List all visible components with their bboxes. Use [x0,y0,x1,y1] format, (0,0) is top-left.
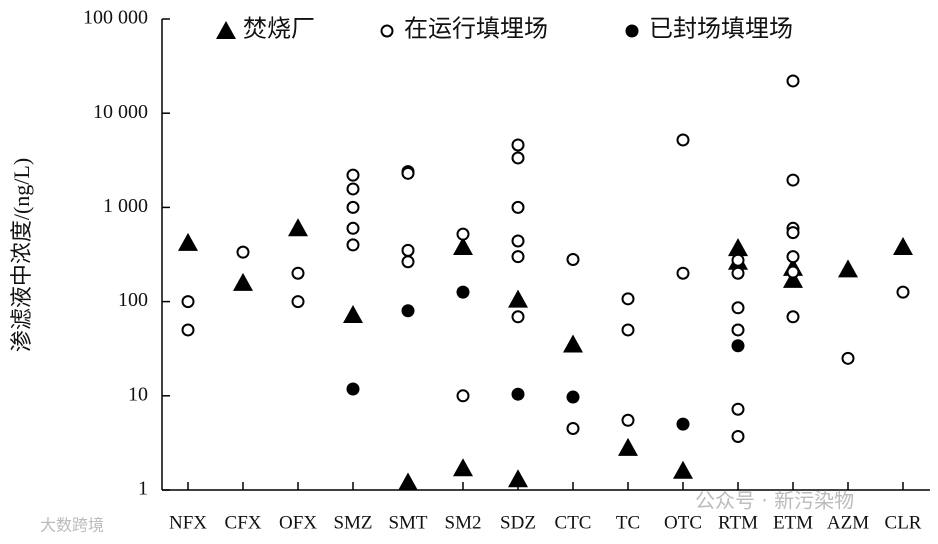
point [508,469,528,488]
point [401,166,415,180]
legend-marker [380,24,394,38]
legend-marker [625,24,639,38]
y-tick-label: 10 000 [93,101,148,123]
point [676,133,690,147]
point [181,323,195,337]
legend-label: 在运行填埋场 [404,16,548,43]
watermark: 大数跨境 [40,516,104,535]
point [676,417,690,431]
point [178,232,198,251]
point [786,310,800,324]
point [621,413,635,427]
point [181,295,195,309]
point [731,266,745,280]
point [511,310,525,324]
x-tick-label: SM2 [445,512,482,533]
point [566,252,580,266]
point [786,265,800,279]
point [401,255,415,269]
point [346,238,360,252]
point [511,151,525,165]
point [511,234,525,248]
point [786,74,800,88]
point [456,227,470,241]
x-tick-label: TC [616,512,640,533]
point [346,382,360,396]
point [731,253,745,267]
point [346,182,360,196]
point [236,245,250,259]
point [731,402,745,416]
watermark: 公众号 · 新污染物 [695,489,854,513]
point [511,200,525,214]
x-tick-label: OFX [279,512,317,533]
y-axis-label: 渗滤液中浓度/(ng/L) [9,158,34,352]
point [401,243,415,257]
y-tick-label: 1 000 [103,195,148,217]
point [621,323,635,337]
x-tick-label: SMZ [333,512,372,533]
point [288,218,308,237]
legend-label: 焚烧厂 [243,16,315,43]
y-tick-label: 100 000 [83,7,148,29]
point [453,236,473,255]
point [731,339,745,353]
x-tick-label: OTC [664,512,702,533]
point [786,250,800,264]
legend-marker [216,21,236,39]
point [346,200,360,214]
x-tick-label: CTC [555,512,592,533]
point [346,168,360,182]
point [453,458,473,477]
point [893,236,913,255]
point [618,437,638,456]
point [233,272,253,291]
point [401,304,415,318]
x-tick-label: SMT [388,512,427,533]
point [841,351,855,365]
point [731,323,745,337]
point [398,472,418,491]
y-tick-label: 100 [118,289,148,311]
x-tick-label: AZM [827,512,869,533]
point [783,269,803,288]
point [896,285,910,299]
x-tick-label: SDZ [500,512,536,533]
x-tick-label: ETM [773,512,813,533]
point [676,266,690,280]
point [621,292,635,306]
point [566,390,580,404]
x-tick-label: CFX [225,512,262,533]
point [291,266,305,280]
point [511,387,525,401]
point [566,421,580,435]
point [731,301,745,315]
point [673,460,693,479]
y-tick-label: 1 [138,478,148,500]
legend-label: 已封场填埋场 [649,16,793,43]
point [731,429,745,443]
point [838,259,858,278]
point [786,173,800,187]
point [508,289,528,308]
point [456,389,470,403]
point [511,138,525,152]
x-tick-label: CLR [885,512,922,533]
point [346,221,360,235]
y-tick-label: 10 [128,383,148,405]
point [456,285,470,299]
point [511,250,525,264]
point [728,238,748,257]
point [291,295,305,309]
point [786,226,800,240]
x-tick-label: RTM [718,512,758,533]
point [343,305,363,324]
point [563,334,583,353]
x-tick-label: NFX [169,512,207,533]
